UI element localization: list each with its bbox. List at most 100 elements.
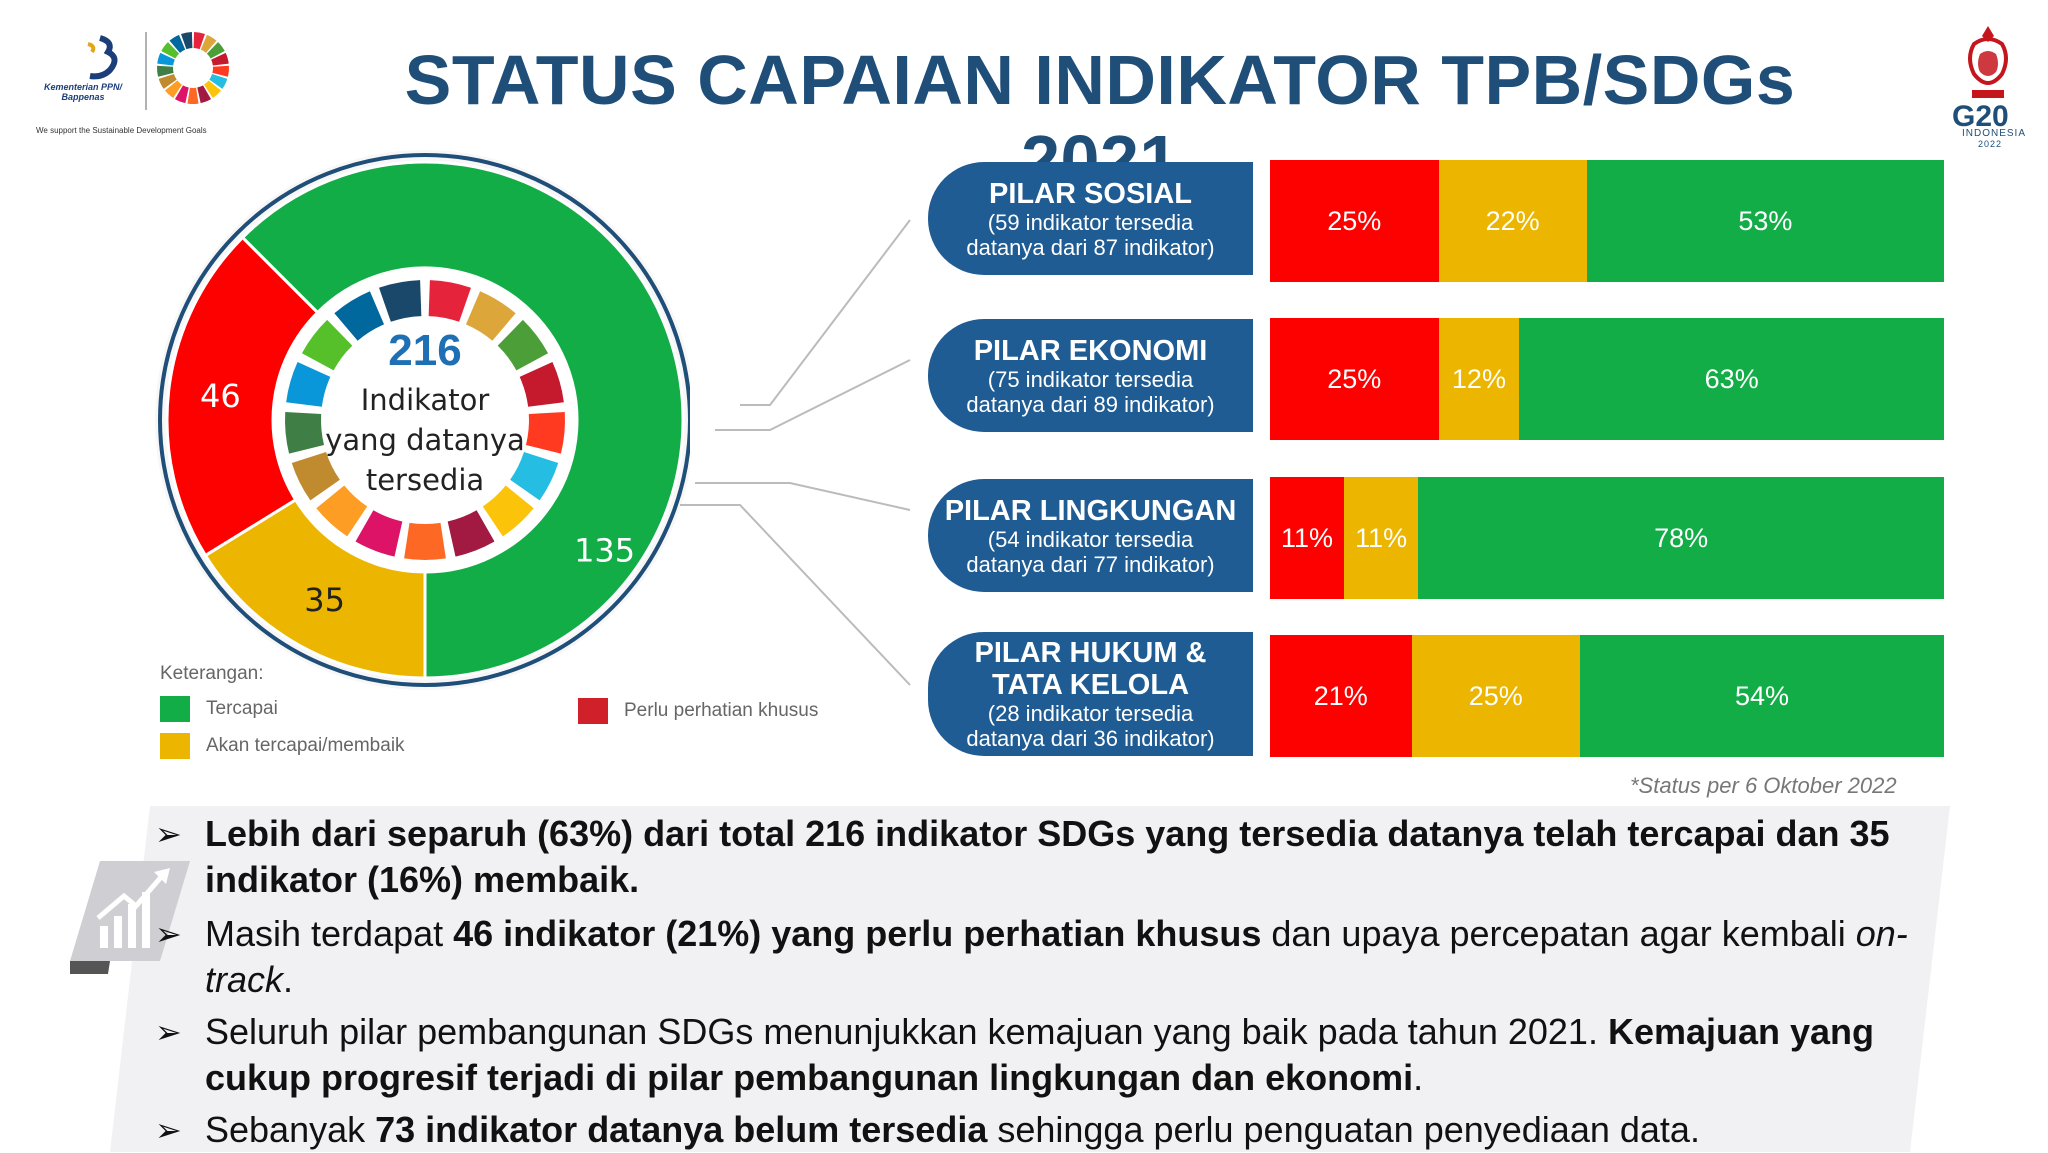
bar-segment: 11% (1270, 477, 1345, 599)
sdg-wheel-segment (519, 362, 564, 407)
bappenas-tagline: We support the Sustainable Development G… (36, 126, 207, 135)
sdg-wheel-segment (285, 411, 325, 454)
bar-segment: 11% (1344, 477, 1419, 599)
bullet-arrow-icon: ➢ (155, 816, 182, 852)
sdg-wheel-segment (212, 65, 230, 77)
bar-segment: 25% (1270, 160, 1439, 282)
sdg-wheel-segment (301, 319, 353, 371)
sdg-wheel-segment (286, 362, 331, 407)
pillar-bar-ekonomi: 25% 12% 63% (1270, 318, 1944, 440)
sdg-wheel-segment (181, 32, 193, 50)
g20-logo-subtext: INDONESIA (1962, 128, 2027, 139)
g20-emblem-icon (1968, 26, 2008, 98)
bappenas-name: Kementerian PPN/ Bappenas (43, 82, 123, 102)
bullet-text: Masih terdapat (205, 913, 454, 954)
pillar-bar-sosial: 25% 22% 53% (1270, 160, 1944, 282)
sdg-wheel-segment (379, 280, 422, 322)
donut-slice-label: 46 (200, 377, 241, 415)
sdg-wheel-segment (510, 451, 559, 501)
bullet-item: ➢ Sebanyak 73 indikator datanya belum ter… (155, 1107, 1985, 1153)
sdg-wheel-segment (525, 411, 565, 454)
donut-center-line: Indikator (361, 383, 490, 417)
legend-item: Akan tercapai/membaik (160, 733, 405, 759)
sdg-wheel-segment (428, 280, 471, 322)
connector-lines (680, 219, 911, 686)
sdg-wheel-segment (169, 34, 186, 53)
bar-segment: 53% (1586, 160, 1944, 282)
sdg-wheel-segment (200, 34, 217, 53)
sdg-wheel-segment (211, 52, 229, 66)
sdg-wheel-segment (206, 42, 225, 59)
legend-label: Perlu perhatian khusus (624, 700, 819, 721)
sdg-wheel-icon (285, 280, 565, 560)
pillar-desc: (54 indikator tersedia (987, 526, 1194, 552)
bullet-background (70, 806, 1950, 1152)
pillar-desc: datanya dari 36 indikator) (966, 726, 1215, 751)
pillar-desc: (28 indikator tersedia (987, 701, 1194, 726)
legend-title: Keterangan: (160, 663, 264, 684)
bar-segment: 78% (1418, 477, 1944, 599)
sdg-wheel-segment (193, 32, 205, 50)
bullet-text: . (1413, 1057, 1424, 1098)
pillar-desc: datanya dari 87 indikator) (966, 234, 1215, 260)
bar-segment: 22% (1438, 160, 1587, 282)
pillar-label-ekonomi: PILAR EKONOMI (75 indikator tersedia dat… (928, 319, 1253, 432)
legend-swatch (160, 733, 190, 759)
pillar-label-lingkungan: PILAR LINGKUNGAN (54 indikator tersedia … (928, 479, 1253, 592)
bullet-text: Lebih dari separuh (63%) dari total 216 … (205, 813, 1890, 900)
bullet-text: Kemajuan yang cukup progresif terjadi di… (205, 1011, 1875, 1098)
bullet-item: ➢ Masih terdapat 46 indikator (21%) yang … (155, 911, 1985, 1003)
sdg-wheel-segment (404, 522, 446, 560)
pillar-name: PILAR LINGKUNGAN (944, 494, 1237, 527)
sdg-wheel-segment (164, 80, 182, 99)
bullet-text: . (283, 959, 294, 1000)
sdg-wheel-segment (161, 42, 180, 59)
pillar-label-sosial: PILAR SOSIAL (59 indikator tersedia data… (928, 162, 1253, 275)
bar-segment: 21% (1270, 635, 1412, 757)
g20-logo-year: 2022 (1978, 139, 2003, 149)
sdg-wheel-icon (157, 32, 230, 104)
bullet-text: dan upaya percepatan agar kembali (1261, 913, 1856, 954)
bar-segment: 63% (1519, 318, 1944, 440)
pillar-desc: (59 indikator tersedia (987, 209, 1194, 235)
bullet-text: sehingga perlu penguatan penyediaan data… (987, 1109, 1700, 1150)
donut-slice-label: 135 (574, 531, 635, 569)
pillar-bar-hukum: 21% 25% 54% (1270, 635, 1944, 757)
pillar-name: PILAR EKONOMI (973, 334, 1208, 367)
sdg-wheel-segment (157, 52, 175, 66)
pillar-label-hukum: PILAR HUKUM & TATA KELOLA (28 indikator … (928, 632, 1253, 756)
bullet-text: on-track (205, 913, 1908, 1000)
donut-center-line: tersedia (366, 463, 484, 497)
legend-label: Tercapai (206, 698, 278, 719)
bullet-text: Sebanyak (205, 1109, 376, 1150)
pillar-name: TATA KELOLA (991, 669, 1190, 701)
pillar-desc: datanya dari 89 indikator) (966, 391, 1215, 417)
g20-logo-text: G20 (1952, 100, 2009, 133)
sdg-wheel-segment (465, 291, 516, 341)
bullet-item: ➢ Lebih dari separuh (63%) dari total 216… (155, 811, 1985, 903)
pillar-name: PILAR HUKUM & (974, 637, 1207, 669)
pillar-desc: (75 indikator tersedia (987, 366, 1194, 392)
bullet-item: ➢ Seluruh pilar pembangunan SDGs menunjuk… (155, 1009, 1985, 1101)
bullet-arrow-icon: ➢ (155, 1014, 182, 1050)
bullet-arrow-icon: ➢ (155, 1112, 182, 1148)
bar-segment: 12% (1438, 318, 1520, 440)
sdg-wheel-segment (316, 485, 368, 537)
legend-item: Tercapai (160, 696, 278, 722)
sdg-wheel-segment (187, 87, 199, 104)
sdg-wheel-segment (482, 485, 534, 537)
sdg-wheel-segment (447, 510, 495, 557)
donut-center-line: yang datanya (325, 423, 525, 457)
bappenas-logo (87, 32, 230, 110)
sdg-wheel-segment (204, 80, 222, 99)
sdg-wheel-segment (157, 65, 174, 77)
bullet-text: Seluruh pilar pembangunan SDGs menunjukk… (205, 1011, 1608, 1052)
legend-swatch (578, 698, 608, 724)
sdg-wheel-segment (291, 451, 340, 501)
bar-segment: 54% (1580, 635, 1944, 757)
sdg-wheel-segment (209, 74, 228, 89)
sdg-wheel-segment (174, 85, 189, 104)
bar-segment: 25% (1411, 635, 1581, 757)
pillar-bar-lingkungan: 11% 11% 78% (1270, 477, 1944, 599)
sdg-wheel-segment (158, 74, 177, 89)
